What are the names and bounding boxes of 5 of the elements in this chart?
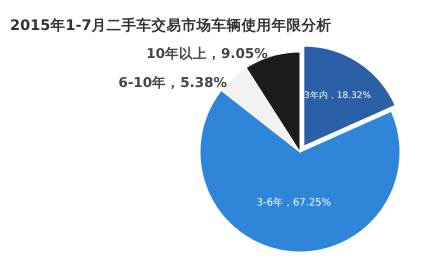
slice-label: 3-6年，67.25%	[256, 196, 332, 209]
chart-title: 2015年1-7月二手车交易市场车辆使用年限分析	[10, 16, 332, 34]
slice-label: 6-10年，5.38%	[118, 75, 228, 92]
slice-label: 10年以上，9.05%	[146, 46, 268, 62]
slice-label: 3年内，18.32%	[304, 90, 372, 102]
